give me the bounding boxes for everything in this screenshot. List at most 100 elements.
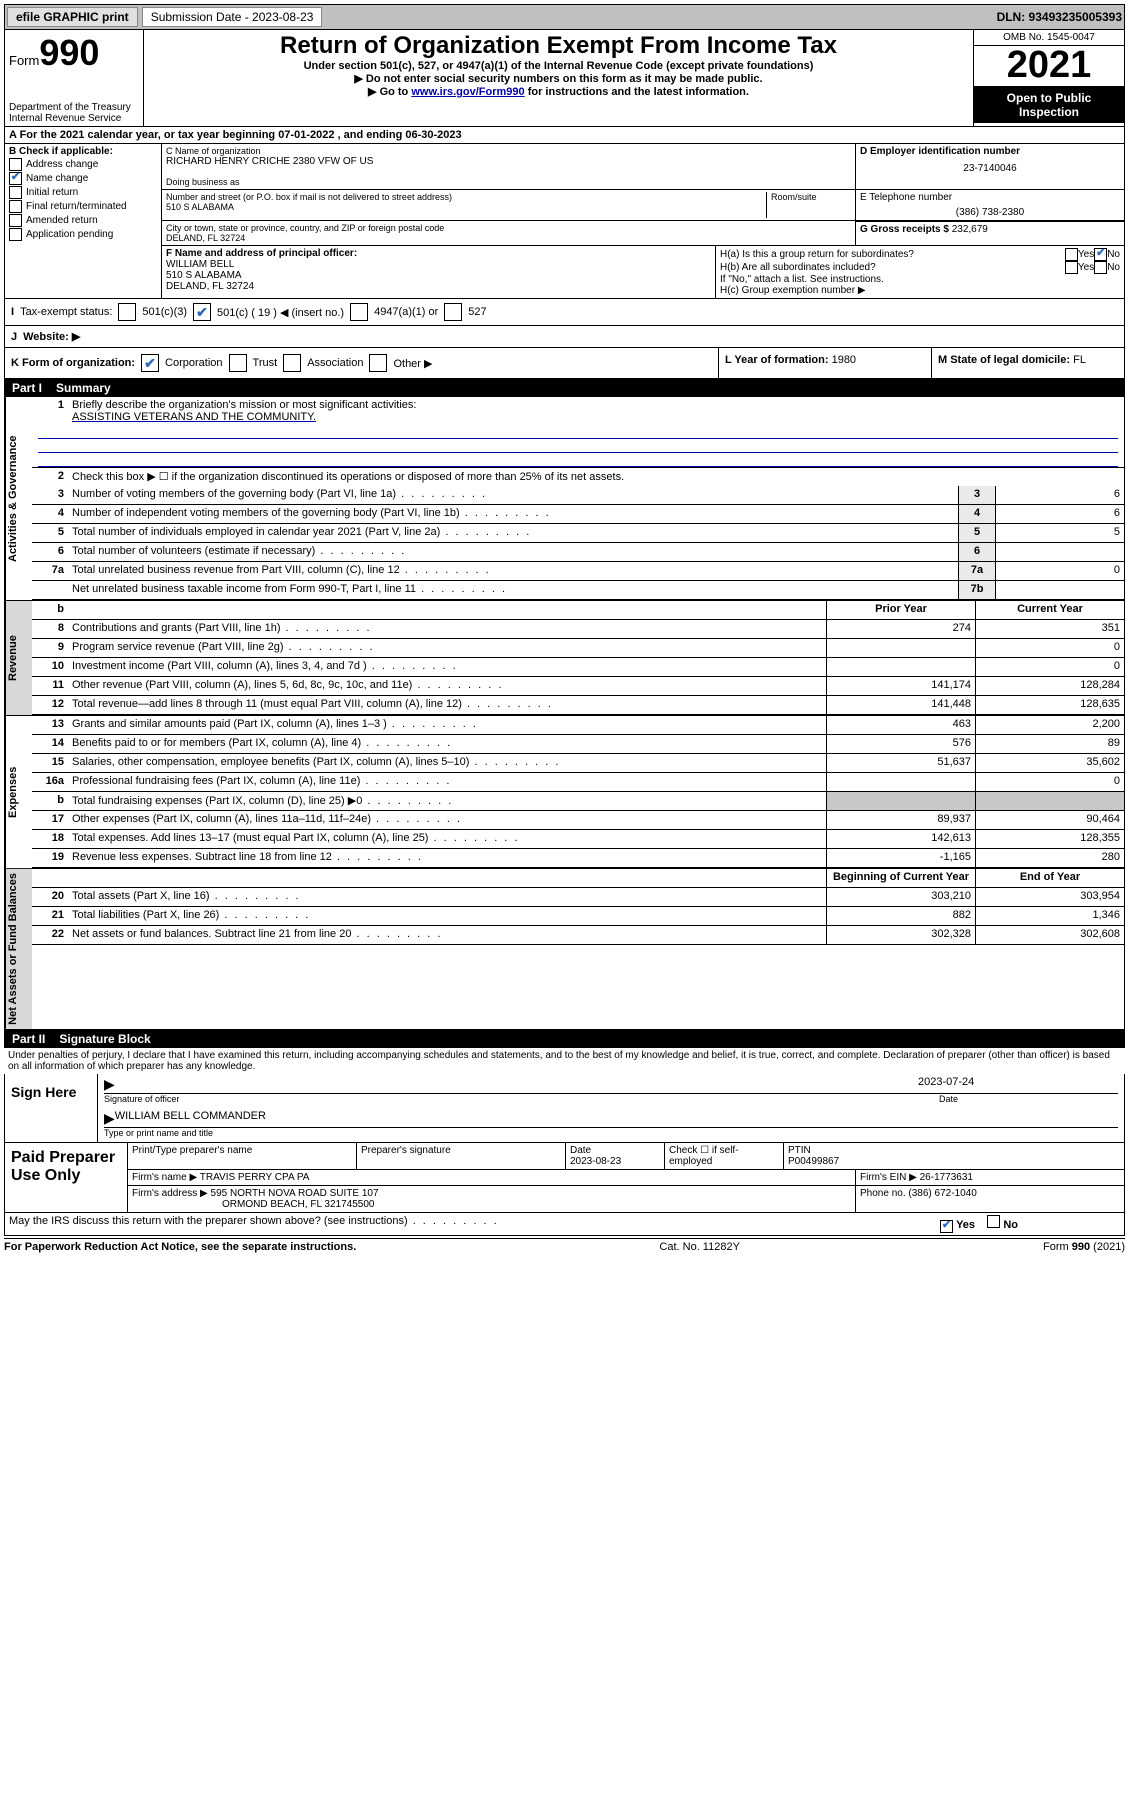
prior-value: 141,174 <box>826 677 975 695</box>
line-text: Other expenses (Part IX, column (A), lin… <box>68 811 826 829</box>
line-box: 4 <box>958 505 995 523</box>
firm-name: TRAVIS PERRY CPA PA <box>200 1172 310 1183</box>
line-text: Program service revenue (Part VIII, line… <box>68 639 826 657</box>
line-value: 0 <box>995 562 1124 580</box>
discuss-no-checkbox[interactable] <box>987 1215 1000 1228</box>
submission-date: Submission Date - 2023-08-23 <box>142 7 323 27</box>
current-value: 128,355 <box>975 830 1124 848</box>
addr-label: Number and street (or P.O. box if mail i… <box>166 192 766 202</box>
discuss-yes-checkbox[interactable]: ✔ <box>940 1220 953 1233</box>
line-text: Total fundraising expenses (Part IX, col… <box>68 792 826 810</box>
section-expenses: Expenses 13Grants and similar amounts pa… <box>4 716 1125 869</box>
current-value: 1,346 <box>975 907 1124 925</box>
line-text: Grants and similar amounts paid (Part IX… <box>68 716 826 734</box>
prior-value: 882 <box>826 907 975 925</box>
section-revenue: Revenue b Prior Year Current Year 8Contr… <box>4 601 1125 716</box>
org-name: RICHARD HENRY CRICHE 2380 VFW OF US <box>166 156 851 167</box>
firm-addr2: ORMOND BEACH, FL 321745500 <box>222 1199 374 1210</box>
501c3-checkbox[interactable] <box>118 303 136 321</box>
room-label: Room/suite <box>766 192 851 218</box>
line-box: 3 <box>958 486 995 504</box>
ha-no-checkbox[interactable]: ✔ <box>1094 248 1107 261</box>
line-text: Number of voting members of the governin… <box>68 486 958 504</box>
dln-label: DLN: 93493235005393 <box>997 10 1122 24</box>
line-text: Total revenue—add lines 8 through 11 (mu… <box>68 696 826 714</box>
sign-date: 2023-07-24 <box>918 1076 1118 1093</box>
current-value: 280 <box>975 849 1124 867</box>
firm-addr1: 595 NORTH NOVA ROAD SUITE 107 <box>211 1188 379 1199</box>
irs-label: Internal Revenue Service <box>9 113 139 124</box>
line-text: Contributions and grants (Part VIII, lin… <box>68 620 826 638</box>
dba-label: Doing business as <box>166 177 851 187</box>
side-label-governance: Activities & Governance <box>5 397 32 600</box>
k-other-checkbox[interactable] <box>369 354 387 372</box>
boxb-checkbox[interactable]: ✔ <box>9 172 22 185</box>
line-text: Net assets or fund balances. Subtract li… <box>68 926 826 944</box>
k-corp-checkbox[interactable]: ✔ <box>141 354 159 372</box>
officer-city: DELAND, FL 32724 <box>166 281 711 292</box>
line-box: 5 <box>958 524 995 542</box>
signer-name: WILLIAM BELL COMMANDER <box>115 1110 266 1127</box>
boxb-checkbox[interactable] <box>9 228 22 241</box>
officer-name: WILLIAM BELL <box>166 259 711 270</box>
prior-value: 576 <box>826 735 975 753</box>
addr-value: 510 S ALABAMA <box>166 202 766 212</box>
line-box: 7a <box>958 562 995 580</box>
sign-here-label: Sign Here <box>5 1074 97 1142</box>
efile-print-button[interactable]: efile GRAPHIC print <box>7 7 138 27</box>
boxb-checkbox[interactable] <box>9 186 22 199</box>
prior-value <box>826 773 975 791</box>
4947-checkbox[interactable] <box>350 303 368 321</box>
prior-value: 89,937 <box>826 811 975 829</box>
firm-phone: (386) 672-1040 <box>908 1188 976 1199</box>
boxb-checkbox[interactable] <box>9 214 22 227</box>
501c-checkbox[interactable]: ✔ <box>193 303 211 321</box>
line-text: Benefits paid to or for members (Part IX… <box>68 735 826 753</box>
ptin-value: P00499867 <box>788 1156 839 1167</box>
row-klm: K Form of organization: ✔Corporation Tru… <box>4 348 1125 379</box>
line-value <box>995 581 1124 599</box>
prior-value <box>826 792 975 810</box>
boxb-checkbox[interactable] <box>9 200 22 213</box>
line-text: Salaries, other compensation, employee b… <box>68 754 826 772</box>
boxb-item-label: Application pending <box>26 229 113 240</box>
prior-year-header: Prior Year <box>826 601 975 619</box>
city-value: DELAND, FL 32724 <box>166 233 851 243</box>
current-value: 0 <box>975 658 1124 676</box>
perjury-text: Under penalties of perjury, I declare th… <box>4 1048 1125 1074</box>
line-text: Investment income (Part VIII, column (A)… <box>68 658 826 676</box>
gross-receipts-value: 232,679 <box>952 224 988 235</box>
side-label-expenses: Expenses <box>5 716 32 868</box>
line-box: 6 <box>958 543 995 561</box>
k-trust-checkbox[interactable] <box>229 354 247 372</box>
hb-no-checkbox[interactable] <box>1094 261 1107 274</box>
identity-block: B Check if applicable: Address change✔Na… <box>4 144 1125 299</box>
boxb-item-label: Final return/terminated <box>26 201 127 212</box>
line2-text: Check this box ▶ ☐ if the organization d… <box>68 468 1124 486</box>
efile-topbar: efile GRAPHIC print Submission Date - 20… <box>4 4 1125 30</box>
line-value <box>995 543 1124 561</box>
hc-label: H(c) Group exemption number ▶ <box>720 285 1120 296</box>
prior-value: 274 <box>826 620 975 638</box>
current-value: 128,635 <box>975 696 1124 714</box>
line-text: Total unrelated business revenue from Pa… <box>68 562 958 580</box>
current-value: 2,200 <box>975 716 1124 734</box>
prior-value: 302,328 <box>826 926 975 944</box>
527-checkbox[interactable] <box>444 303 462 321</box>
hb-yes-checkbox[interactable] <box>1065 261 1078 274</box>
current-value: 0 <box>975 639 1124 657</box>
line-text: Professional fundraising fees (Part IX, … <box>68 773 826 791</box>
city-label: City or town, state or province, country… <box>166 223 851 233</box>
line-text: Total expenses. Add lines 13–17 (must eq… <box>68 830 826 848</box>
current-value: 89 <box>975 735 1124 753</box>
line-value: 6 <box>995 486 1124 504</box>
ha-label: H(a) Is this a group return for subordin… <box>720 249 1065 260</box>
line-text: Revenue less expenses. Subtract line 18 … <box>68 849 826 867</box>
current-value <box>975 792 1124 810</box>
side-label-revenue: Revenue <box>5 601 32 715</box>
ha-yes-checkbox[interactable] <box>1065 248 1078 261</box>
line-text: Total liabilities (Part X, line 26) <box>68 907 826 925</box>
form990-link[interactable]: www.irs.gov/Form990 <box>411 86 524 98</box>
k-assoc-checkbox[interactable] <box>283 354 301 372</box>
boxb-checkbox[interactable] <box>9 158 22 171</box>
